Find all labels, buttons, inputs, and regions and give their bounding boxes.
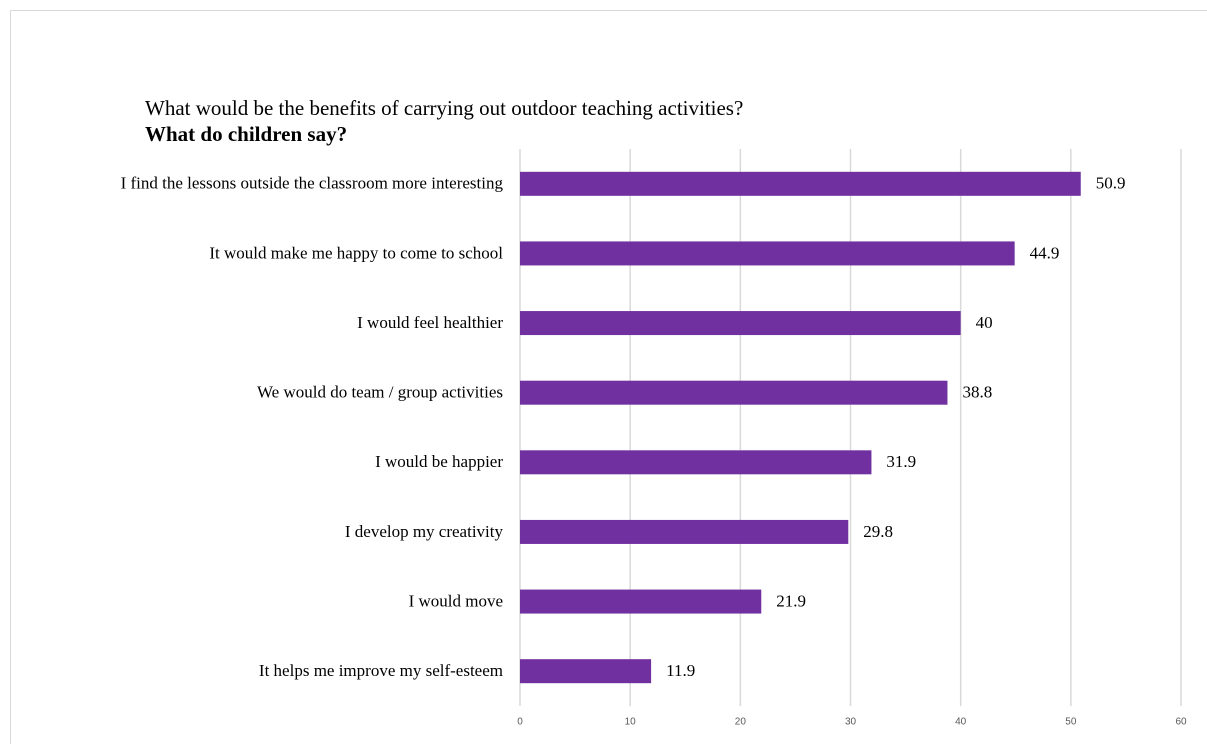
x-tick-label: 20 xyxy=(735,717,747,728)
chart-title: What would be the benefits of carrying o… xyxy=(145,96,743,120)
value-label: 11.9 xyxy=(666,661,695,680)
value-label: 31.9 xyxy=(886,452,916,471)
bar xyxy=(520,450,872,475)
chart-subtitle: What do children say? xyxy=(145,122,347,146)
bar xyxy=(520,380,948,405)
bar xyxy=(520,171,1081,196)
value-label: 21.9 xyxy=(776,591,806,610)
x-tick-label: 60 xyxy=(1175,717,1187,728)
y-tick-label: I would feel healthier xyxy=(357,313,503,332)
value-label: 40 xyxy=(976,313,993,332)
y-tick-label: It would make me happy to come to school xyxy=(209,243,503,262)
value-label: 44.9 xyxy=(1030,243,1060,262)
bar xyxy=(520,659,652,684)
x-tick-label: 10 xyxy=(625,717,637,728)
bar xyxy=(520,241,1015,266)
value-label: 50.9 xyxy=(1096,174,1126,193)
bar xyxy=(520,519,849,544)
x-tick-label: 30 xyxy=(845,717,857,728)
y-tick-label: We would do team / group activities xyxy=(257,383,503,402)
value-label: 29.8 xyxy=(863,522,893,541)
x-tick-label: 0 xyxy=(517,717,523,728)
y-tick-label: I would move xyxy=(409,591,503,610)
y-tick-label: I would be happier xyxy=(375,452,503,471)
bar xyxy=(520,589,762,614)
x-tick-label: 50 xyxy=(1065,717,1077,728)
value-label: 38.8 xyxy=(962,383,992,402)
bar xyxy=(520,311,961,336)
y-tick-label: I develop my creativity xyxy=(345,522,504,541)
chart-frame xyxy=(10,10,1207,744)
y-tick-label: I find the lessons outside the classroom… xyxy=(121,174,504,193)
x-tick-label: 40 xyxy=(955,717,967,728)
y-tick-label: It helps me improve my self-esteem xyxy=(259,661,503,680)
